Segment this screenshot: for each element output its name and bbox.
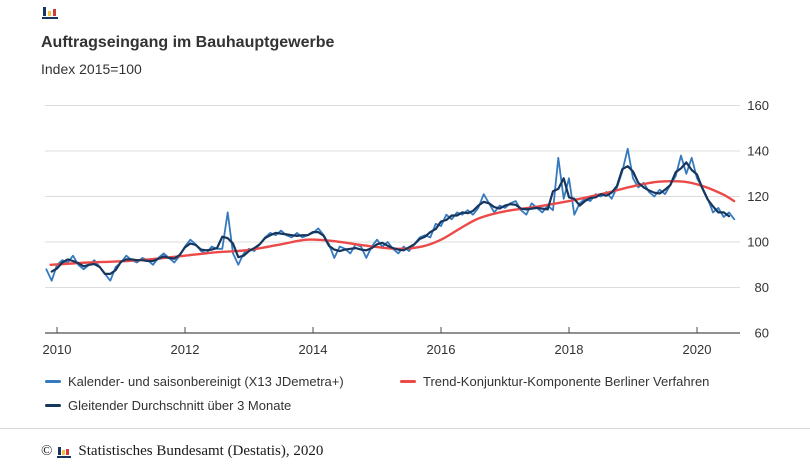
legend-line-swatch-blue (45, 380, 61, 383)
legend-item-seasonal: Kalender- und saisonbereinigt (X13 JDeme… (45, 374, 344, 389)
legend-item-trend: Trend-Konjunktur-Komponente Berliner Ver… (400, 374, 709, 389)
svg-text:2012: 2012 (171, 342, 200, 357)
legend-line-swatch-red (400, 380, 416, 383)
svg-text:160: 160 (747, 98, 769, 113)
legend-item-moving-average: Gleitender Durchschnitt über 3 Monate (45, 398, 291, 413)
footer-copyright: © Statistisches Bundesamt (Destatis), 20… (41, 443, 323, 460)
svg-text:2018: 2018 (555, 342, 584, 357)
svg-text:2020: 2020 (683, 342, 712, 357)
page-title: Auftragseingang im Bauhauptgewerbe (41, 34, 335, 51)
svg-text:2016: 2016 (427, 342, 456, 357)
page-subtitle: Index 2015=100 (41, 61, 142, 77)
svg-text:2010: 2010 (43, 342, 72, 357)
footer-text: Statistisches Bundesamt (Destatis), 2020 (78, 443, 324, 459)
svg-text:140: 140 (747, 144, 769, 159)
svg-text:80: 80 (755, 280, 769, 295)
svg-text:2014: 2014 (299, 342, 328, 357)
legend-label: Trend-Konjunktur-Komponente Berliner Ver… (423, 374, 710, 389)
copyright-symbol: © (41, 443, 53, 459)
legend-label: Kalender- und saisonbereinigt (X13 JDeme… (68, 374, 344, 389)
footer-divider (0, 428, 810, 429)
svg-text:120: 120 (747, 189, 769, 204)
legend-label: Gleitender Durchschnitt über 3 Monate (68, 398, 292, 413)
destatis-bar-chart-icon (42, 5, 60, 19)
legend-line-swatch-navy (45, 404, 61, 407)
destatis-bar-chart-icon (57, 445, 72, 458)
line-chart: 60 80 100 120 140 160 2010 2012 2014 2016 2018 2020 (43, 98, 769, 357)
svg-text:60: 60 (755, 326, 769, 341)
svg-text:100: 100 (747, 235, 769, 250)
